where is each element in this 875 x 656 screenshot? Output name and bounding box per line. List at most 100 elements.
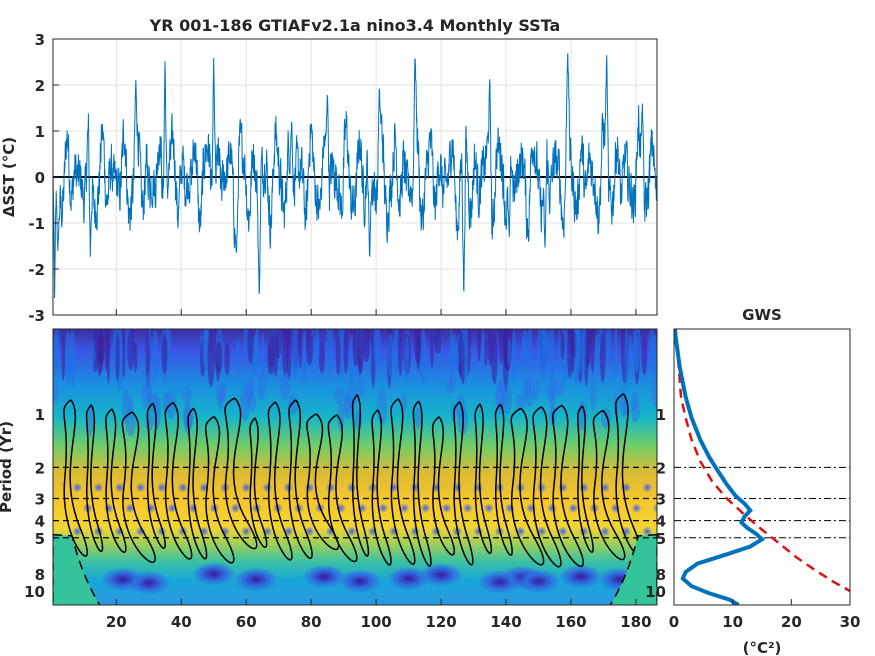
wavelet-streak (386, 333, 394, 377)
wavelet-streak (145, 412, 154, 432)
significance-contour (327, 414, 358, 563)
wavelet-streak (481, 329, 486, 372)
wavelet-streak (275, 329, 282, 359)
significance-contour (146, 402, 166, 549)
wavelet-streak (352, 329, 359, 367)
wavelet-streak (579, 329, 587, 377)
wavelet-dot (399, 503, 410, 514)
wavelet-dot (441, 503, 452, 514)
wavelet-dot (652, 503, 657, 514)
significance-contour (164, 401, 193, 560)
wavelet-dot (241, 482, 252, 493)
wavelet-ylabel: Period (Yr) (0, 421, 15, 513)
wavelet-streak (495, 379, 505, 415)
wavelet-reference-periods (53, 466, 657, 539)
significance-contour (453, 401, 474, 566)
timeseries-ytick-label: 0 (35, 169, 45, 187)
wavelet-dot (547, 503, 558, 514)
wavelet-streak (122, 388, 130, 423)
gws-ytick-label: 3 (656, 491, 666, 509)
wavelet-streak (103, 329, 109, 372)
wavelet-dot (220, 526, 231, 537)
wavelet-streak (248, 370, 255, 403)
wavelet-xtick-label: 100 (360, 613, 391, 631)
wavelet-streak (247, 392, 257, 413)
wavelet-streak (632, 336, 640, 372)
wavelet-streak (302, 329, 307, 384)
wavelet-dot (241, 526, 252, 537)
wavelet-streak (53, 381, 60, 404)
gws-frame (673, 328, 851, 606)
wavelet-streak (87, 403, 93, 437)
significance-contour (474, 403, 493, 555)
wavelet-panel: 20 40 60 80 100 120 140 160 180 1 2 3 45 810 Period (… (0, 328, 658, 631)
wavelet-streak (161, 334, 168, 375)
wavelet-streak (430, 332, 434, 368)
wavelet-streak (545, 378, 557, 403)
wavelet-streak (257, 372, 266, 401)
gws-xtick-label: 0 (669, 613, 679, 631)
wavelet-dot (536, 482, 547, 493)
wavelet-streak (507, 338, 512, 368)
significance-contour (85, 404, 104, 552)
wavelet-streak (115, 331, 120, 382)
wavelet-dot (283, 482, 294, 493)
wavelet-streak (54, 329, 60, 367)
significance-contour (592, 409, 626, 561)
wavelet-dot (124, 503, 135, 514)
wavelet-streak (397, 329, 403, 377)
gws-ytick-label: 5 (656, 530, 666, 548)
timeseries-ytick-label: -3 (28, 307, 45, 325)
wavelet-streak (260, 332, 265, 382)
gws-significance-curve (674, 329, 850, 593)
wavelet-blob (100, 567, 145, 592)
significance-contour (351, 394, 370, 557)
wavelet-dot (642, 526, 653, 537)
gws-spectrum-curve (674, 329, 766, 605)
wavelet-dot (325, 482, 336, 493)
wavelet-xtick-label: 120 (425, 613, 456, 631)
wavelet-streak (543, 329, 550, 359)
wavelet-xtick-label: 80 (301, 613, 322, 631)
wavelet-ytick-label: 1 (35, 406, 45, 424)
significance-contour (431, 416, 456, 556)
wavelet-streak (491, 332, 498, 385)
timeseries-ticks: -3 -2 -1 0 1 2 3 (28, 31, 637, 325)
significance-contour (510, 407, 545, 566)
wavelet-xtick-label: 20 (106, 613, 127, 631)
wavelet-streak (570, 329, 575, 374)
gws-ytick-label: 1 (656, 406, 666, 424)
wavelet-dot (578, 482, 589, 493)
wavelet-streak (522, 379, 532, 399)
timeseries-panel: -3 -2 -1 0 1 2 3 ΔSST (°C) (0, 31, 658, 325)
significance-contour (187, 407, 208, 560)
wavelet-streak (335, 336, 341, 376)
wavelet-streak (550, 384, 556, 415)
wavelet-dot (156, 482, 167, 493)
wavelet-streak (215, 341, 223, 374)
significance-contour (204, 415, 235, 564)
wavelet-streak (605, 329, 612, 361)
timeseries-ytick-label: 3 (35, 31, 45, 49)
wavelet-streak (590, 381, 597, 412)
significance-contours (63, 393, 642, 568)
wavelet-streak (463, 329, 469, 385)
wavelet-low-frequency-blobs (100, 561, 642, 595)
wavelet-blob (558, 564, 603, 589)
wavelet-streaks (53, 329, 657, 437)
significance-contour (306, 413, 340, 551)
wavelet-streak (524, 375, 535, 408)
wavelet-streak (240, 387, 251, 422)
wavelet-dot (304, 482, 315, 493)
wavelet-streak (619, 389, 627, 417)
wavelet-dot (378, 503, 389, 514)
wavelet-streak (298, 329, 303, 369)
wavelet-dot (420, 503, 431, 514)
wavelet-streak (247, 329, 254, 364)
wavelet-streak (376, 389, 388, 425)
wavelet-ytick-label: 10 (24, 583, 45, 601)
wavelet-streak (641, 334, 648, 376)
wavelet-xtick-label: 180 (620, 613, 651, 631)
wavelet-streak (613, 329, 618, 381)
